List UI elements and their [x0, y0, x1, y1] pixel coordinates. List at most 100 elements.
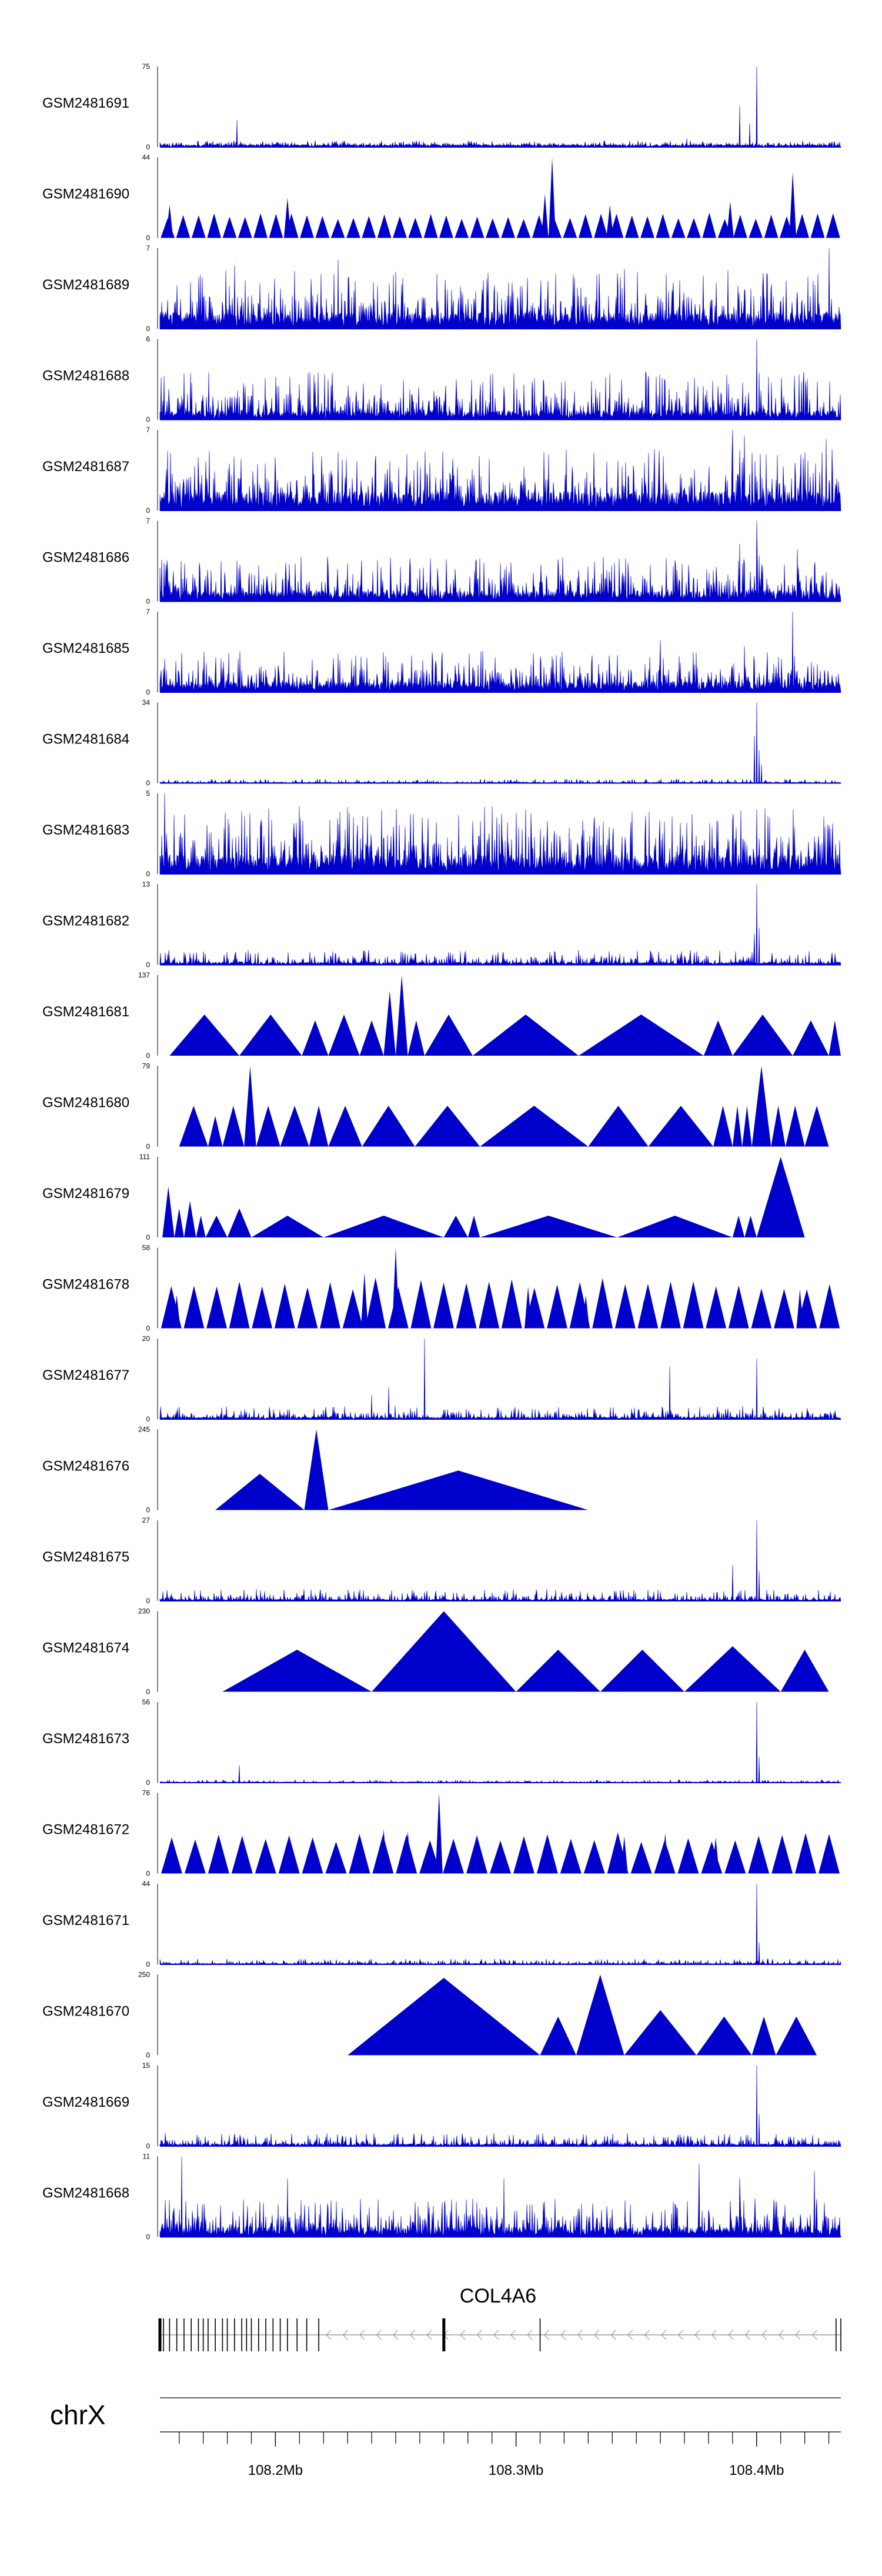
track-label: GSM2481683: [42, 822, 129, 838]
coverage-peak: [404, 1831, 412, 1874]
y-min-label: 0: [146, 779, 150, 788]
coverage-triangle: [456, 1283, 477, 1329]
coverage-peak: [392, 1247, 399, 1329]
coverage-triangle: [328, 1106, 362, 1147]
coverage-triangle: [183, 1201, 196, 1237]
coverage-triangle: [362, 216, 376, 238]
coverage-triangle: [696, 2016, 752, 2056]
track-GSM2481672: GSM2481672 76 0: [42, 1789, 840, 1878]
track-GSM2481677: GSM2481677 20 0: [42, 1334, 841, 1423]
coverage-area: [159, 1883, 841, 1965]
y-max-label: 75: [142, 62, 151, 71]
track-label: GSM2481688: [42, 368, 129, 384]
coverage-triangle: [169, 1015, 239, 1056]
coverage-triangle: [648, 1106, 714, 1147]
y-max-label: 6: [146, 335, 150, 343]
coverage-triangle: [425, 1015, 473, 1056]
coverage-triangle: [206, 1286, 227, 1329]
coverage-triangle: [732, 1106, 743, 1147]
coverage-triangle: [244, 1066, 256, 1147]
coverage-triangle: [328, 1015, 360, 1056]
coverage-triangle: [583, 1840, 605, 1874]
coverage-triangle: [229, 1282, 250, 1329]
coverage-peak: [606, 205, 614, 238]
y-min-label: 0: [146, 1597, 150, 1605]
coverage-triangle: [419, 1840, 441, 1874]
coverage-triangle: [732, 1015, 793, 1056]
coverage-triangle: [560, 1838, 582, 1874]
coverage-triangle: [637, 1283, 659, 1329]
coverage-triangle: [300, 215, 314, 238]
strand-arrow: [644, 2330, 650, 2340]
coverage-triangle: [774, 1289, 794, 1329]
coverage-triangle: [706, 1286, 727, 1329]
coverage-triangle: [671, 218, 686, 238]
strand-arrow: [460, 2330, 466, 2340]
y-max-label: 7: [146, 517, 150, 525]
strand-arrow: [661, 2330, 667, 2340]
coverage-triangle: [215, 1474, 305, 1510]
coverage-triangle: [315, 216, 330, 238]
coverage-triangle: [323, 1216, 444, 1237]
strand-arrow: [761, 2330, 767, 2340]
coverage-triangle: [222, 1650, 372, 1692]
coverage-triangle: [253, 213, 268, 238]
coverage-triangle: [383, 991, 396, 1056]
coverage-peak: [726, 201, 734, 238]
coverage-area: [159, 1338, 841, 1420]
coverage-triangle: [795, 1833, 817, 1874]
y-max-label: 7: [146, 244, 150, 252]
coverage-triangle: [516, 219, 531, 238]
y-max-label: 7: [146, 426, 150, 434]
track-GSM2481682: GSM2481682 13 0: [42, 880, 841, 969]
coverage-triangle: [320, 1282, 340, 1329]
y-max-label: 76: [142, 1789, 151, 1797]
track-GSM2481688: GSM2481688 6 0: [42, 335, 841, 424]
coverage-triangle: [677, 1838, 699, 1874]
coverage-triangle: [304, 1429, 329, 1510]
coverage-triangle: [724, 1840, 746, 1874]
coverage-triangle: [410, 1280, 432, 1329]
y-min-label: 0: [146, 1960, 150, 1968]
coverage-triangle: [785, 1106, 805, 1147]
gene-label: COL4A6: [460, 2285, 536, 2307]
strand-arrow: [527, 2330, 533, 2340]
coverage-triangle: [205, 1216, 228, 1237]
coverage-area: [159, 429, 841, 511]
y-min-label: 0: [146, 1506, 150, 1514]
coverage-triangle: [325, 1841, 347, 1874]
y-max-label: 7: [146, 608, 150, 616]
coverage-triangle: [231, 1836, 253, 1874]
x-axis-ticks: 108.2Mb 108.3Mb 108.4Mb: [179, 2432, 830, 2478]
strand-arrow: [359, 2330, 365, 2340]
x-tick-label: 108.2Mb: [248, 2462, 303, 2478]
coverage-triangle: [776, 2016, 817, 2056]
coverage-triangle: [547, 1284, 567, 1329]
coverage-triangle: [455, 219, 469, 238]
coverage-triangle: [162, 1186, 175, 1237]
coverage-tracks: GSM2481691750GSM2481690440GSM248168970GS…: [42, 62, 841, 2241]
y-min-label: 0: [146, 506, 150, 515]
y-min-label: 0: [146, 1143, 150, 1151]
strand-arrow: [677, 2330, 683, 2340]
coverage-triangle: [302, 1020, 329, 1056]
coverage-triangle: [804, 1106, 829, 1147]
coverage-peak: [620, 1836, 628, 1874]
y-max-label: 111: [139, 1153, 151, 1161]
track-GSM2481676: GSM2481676 245 0: [42, 1426, 589, 1514]
coverage-triangle: [274, 1283, 295, 1329]
track-label: GSM2481685: [42, 640, 129, 656]
track-GSM2481670: GSM2481670 250 0: [42, 1971, 817, 2060]
coverage-peak: [283, 198, 291, 238]
y-min-label: 0: [146, 598, 150, 606]
coverage-triangle: [208, 1834, 229, 1874]
coverage-triangle: [490, 1840, 511, 1874]
track-GSM2481686: GSM2481686 7 0: [42, 517, 841, 606]
track-GSM2481689: GSM2481689 7 0: [42, 244, 841, 333]
coverage-triangle: [516, 1650, 600, 1692]
coverage-triangle: [826, 213, 840, 238]
coverage-triangle: [744, 1216, 757, 1237]
coverage-triangle: [479, 1282, 500, 1329]
coverage-area: [159, 793, 841, 875]
coverage-triangle: [251, 1216, 324, 1237]
